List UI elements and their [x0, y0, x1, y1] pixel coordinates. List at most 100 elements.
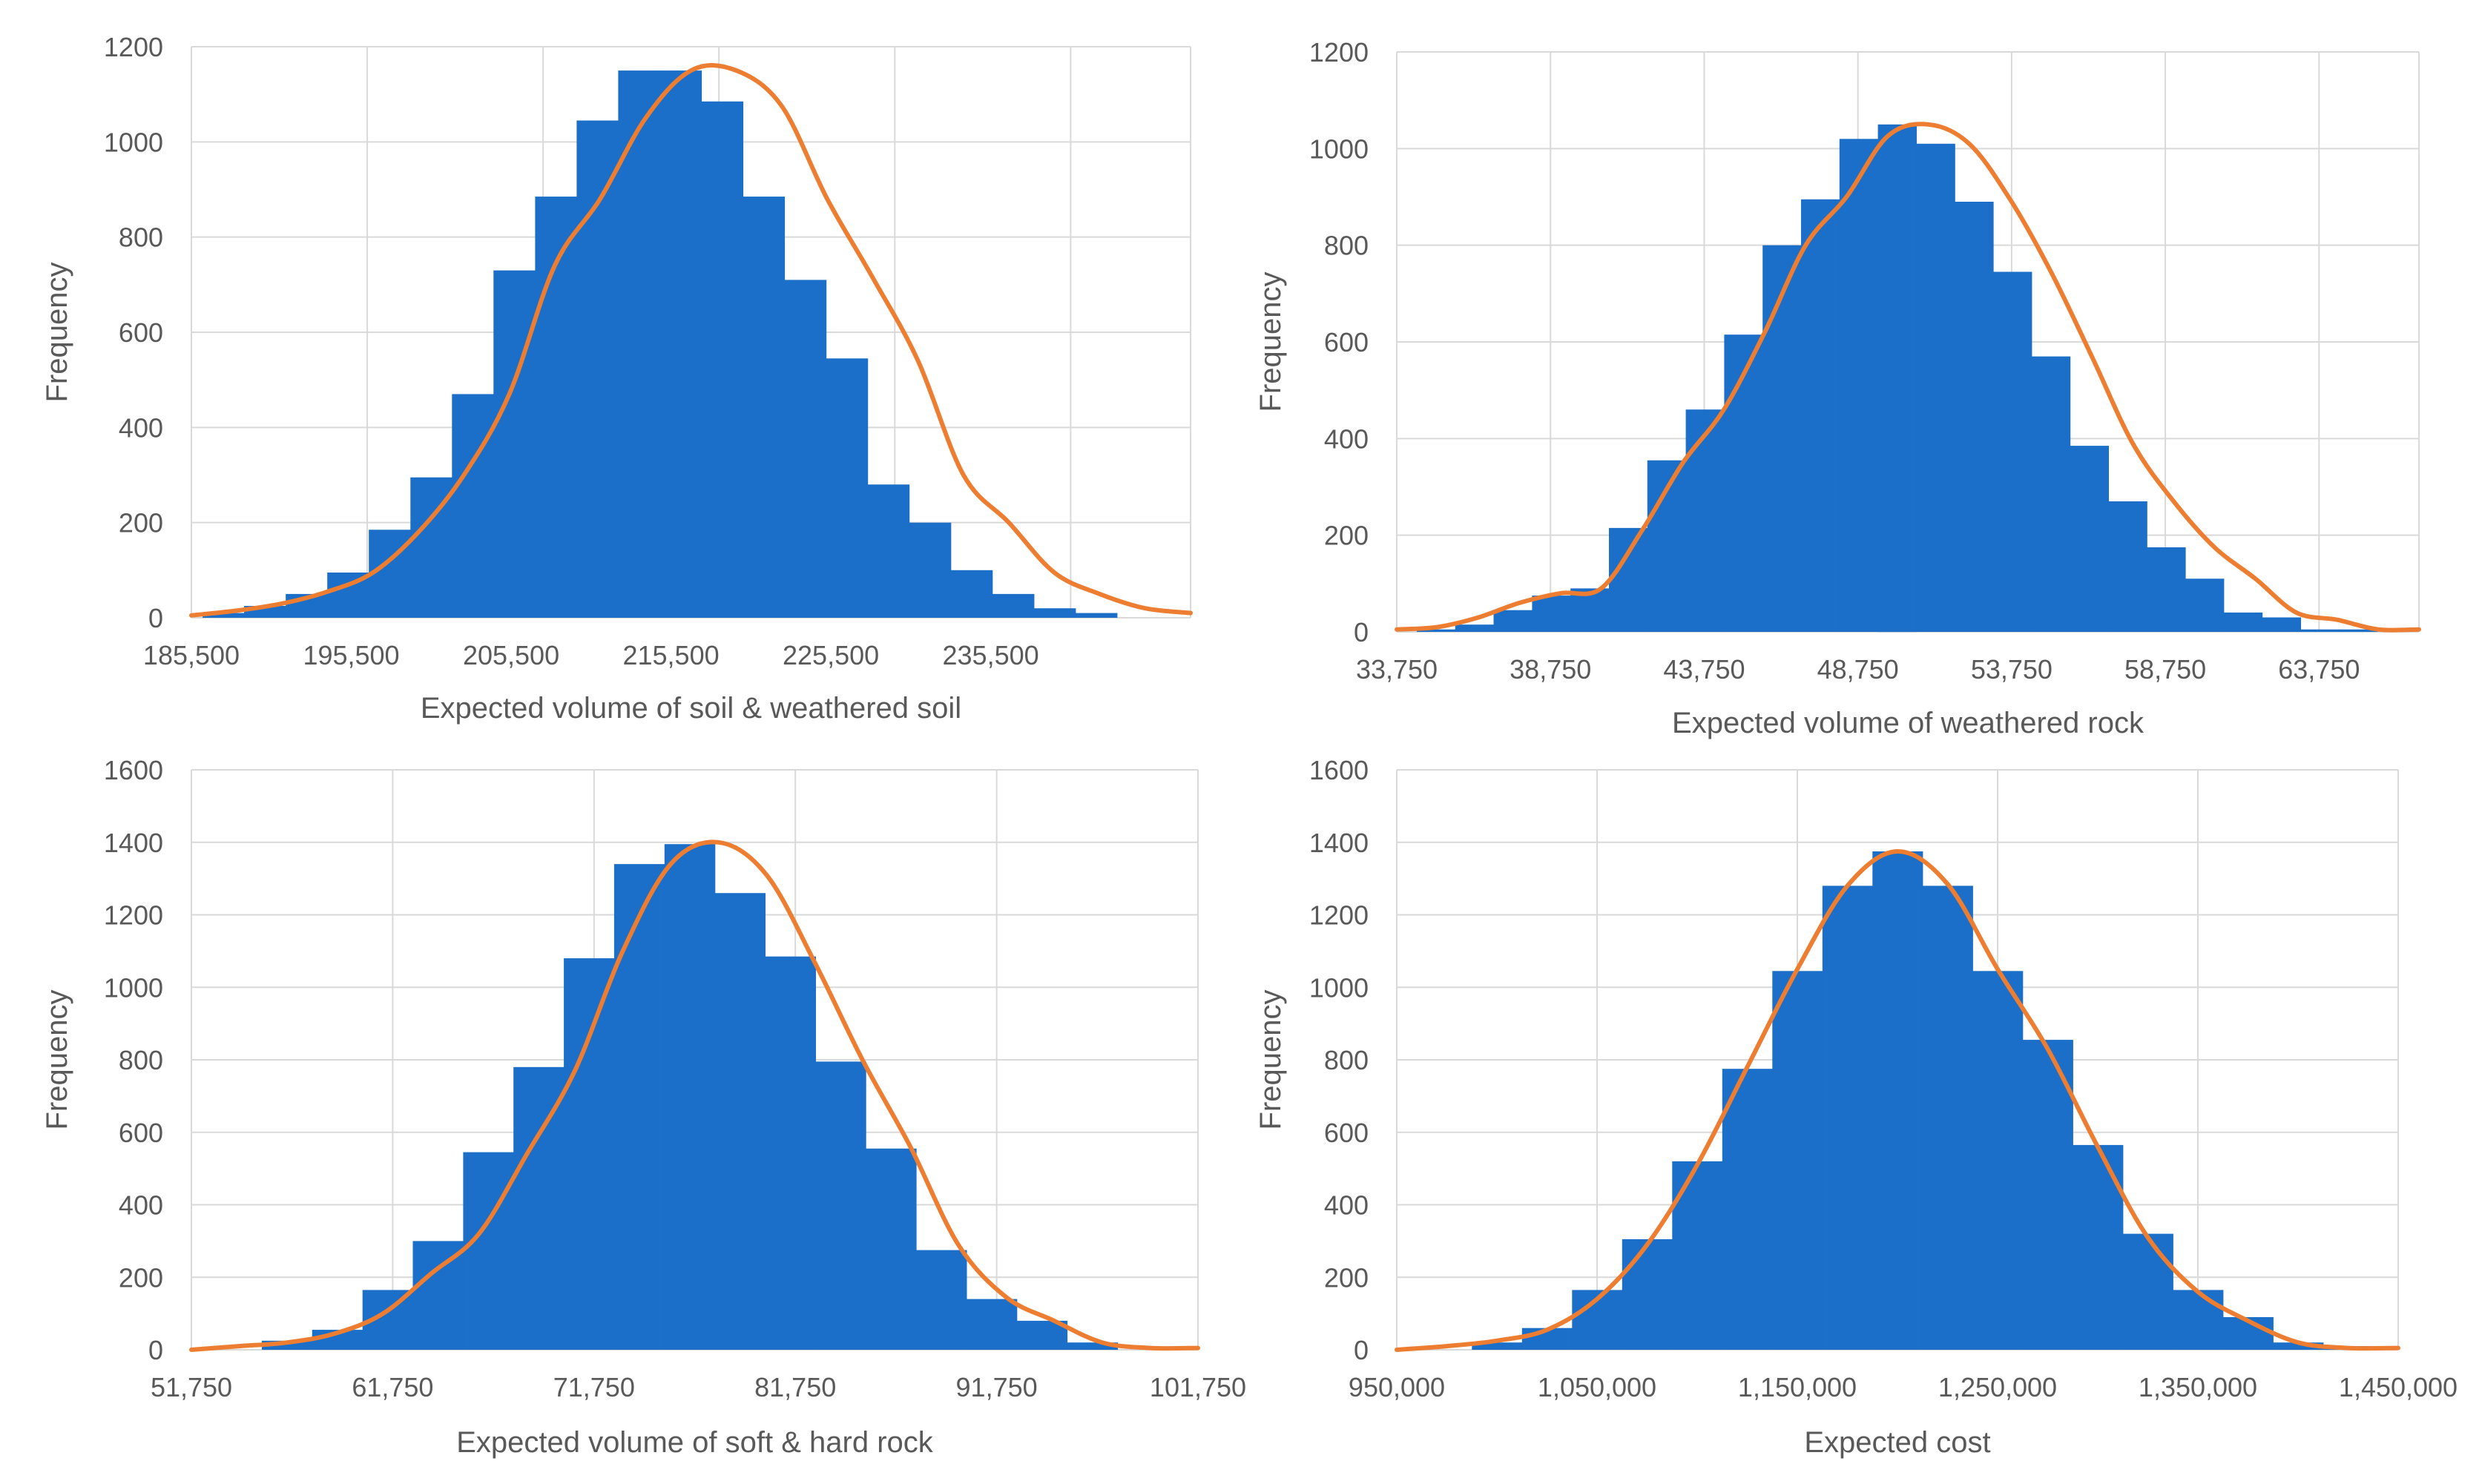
y-tick-label: 800 — [1324, 231, 1369, 261]
histogram-bar — [1772, 971, 1823, 1350]
histogram-bar — [1922, 886, 1973, 1350]
y-tick-label: 600 — [119, 1118, 163, 1148]
y-tick-label: 200 — [1324, 521, 1369, 551]
chart-panel-soft-hard-rock: 0 200 400 600 800 1000 1200 1400 1600 51,750 61,75… — [0, 742, 1246, 1484]
histogram-bar — [2173, 1290, 2224, 1350]
histogram-bar — [2339, 629, 2378, 632]
histogram-bar — [1872, 851, 1923, 1350]
histogram-bar — [1724, 334, 1763, 632]
histogram-bar — [815, 1061, 866, 1350]
x-tick-label: 53,750 — [1971, 654, 2053, 685]
y-tick-label: 1000 — [1309, 972, 1369, 1003]
y-tick-label: 1200 — [1309, 900, 1369, 931]
y-tick-label: 0 — [148, 603, 163, 633]
y-tick-label: 0 — [1354, 1335, 1369, 1365]
y-tick-label: 200 — [1324, 1262, 1369, 1293]
fitted-curve-line — [189, 840, 1200, 1352]
fitted-curve-line — [189, 63, 1193, 618]
x-tick-label: 185,500 — [143, 640, 240, 670]
histogram-bar — [966, 1299, 1018, 1350]
histogram-bar — [743, 197, 786, 619]
x-tick-label: 1,350,000 — [2139, 1372, 2257, 1402]
histogram-bar — [992, 593, 1035, 618]
y-tick-label: 600 — [1324, 1118, 1369, 1148]
histogram-bar — [1822, 886, 1873, 1350]
histogram-bar — [664, 844, 716, 1350]
histogram-bar — [1532, 596, 1571, 632]
x-tick-label: 101,750 — [1150, 1372, 1246, 1402]
histogram-bar — [1722, 1069, 1773, 1350]
histogram-soft-hard-rock: 0 200 400 600 800 1000 1200 1400 1600 51,750 61,75… — [41, 755, 1246, 1459]
histogram-bar — [826, 358, 869, 618]
histogram-bar — [1455, 624, 1495, 632]
histogram-bar — [412, 1241, 464, 1350]
y-tick-label: 0 — [1354, 617, 1369, 647]
histogram-bar — [909, 522, 952, 618]
x-tick-label: 58,750 — [2124, 654, 2206, 685]
y-axis-title: Frequency — [1254, 272, 1287, 412]
x-tick-label: 1,450,000 — [2339, 1372, 2458, 1402]
histogram-bar — [463, 1152, 514, 1350]
histogram-bar — [2122, 1233, 2173, 1350]
x-axis-title: Expected cost — [1804, 1426, 1990, 1459]
histogram-bar — [2147, 547, 2186, 632]
histogram-bar — [2185, 578, 2225, 632]
x-tick-label: 33,750 — [1356, 654, 1438, 685]
x-tick-label: 38,750 — [1510, 654, 1591, 685]
histogram-bar — [576, 120, 619, 618]
histogram-bar — [2262, 617, 2301, 632]
histogram-bar — [564, 958, 615, 1350]
y-tick-label: 1000 — [104, 972, 163, 1003]
x-tick-label: 51,750 — [151, 1372, 232, 1402]
histogram-bar — [1416, 629, 1456, 632]
histogram-bar — [784, 280, 827, 618]
x-tick-label: 215,500 — [622, 640, 719, 670]
y-tick-label: 400 — [119, 412, 163, 443]
x-tick-label: 61,750 — [352, 1372, 433, 1402]
histogram-bar — [1762, 245, 1802, 632]
x-tick-label: 225,500 — [783, 640, 879, 670]
y-tick-label: 600 — [1324, 327, 1369, 357]
x-tick-label: 235,500 — [943, 640, 1039, 670]
y-tick-label: 200 — [119, 508, 163, 538]
x-tick-label: 43,750 — [1663, 654, 1745, 685]
histogram-bar — [659, 70, 702, 619]
y-tick-label: 1400 — [1309, 828, 1369, 858]
histogram-bar — [1472, 1342, 1523, 1350]
histogram-bar — [2022, 1040, 2073, 1350]
histogram-bar — [1839, 139, 1879, 633]
histogram-bar — [2273, 1342, 2324, 1350]
histogram-bar — [203, 613, 245, 618]
histogram-bar — [1609, 527, 1648, 632]
histogram-bar — [701, 101, 744, 619]
histogram-bar — [1993, 271, 2032, 632]
x-tick-label: 1,050,000 — [1538, 1372, 1656, 1402]
y-tick-label: 800 — [119, 222, 163, 253]
x-tick-label: 205,500 — [463, 640, 559, 670]
y-tick-label: 800 — [119, 1045, 163, 1075]
x-tick-label: 71,750 — [553, 1372, 635, 1402]
x-tick-label: 1,150,000 — [1738, 1372, 1857, 1402]
y-tick-label: 0 — [148, 1335, 163, 1365]
histogram-weathered-rock: 0 200 400 600 800 1000 1200 33,750 38,750 43,750 4… — [1254, 37, 2421, 739]
y-tick-label: 1200 — [104, 32, 163, 62]
histogram-bar — [613, 864, 665, 1350]
histogram-bar — [618, 70, 660, 619]
histogram-bar — [916, 1250, 967, 1350]
x-axis-title: Expected volume of soil & weathered soil — [421, 692, 961, 725]
histogram-soil-weathered-soil: 0 200 400 600 800 1000 1200 185,500 195,500 205,5… — [41, 32, 1193, 725]
histogram-bar — [2031, 356, 2071, 632]
x-tick-label: 81,750 — [754, 1372, 836, 1402]
histogram-bar — [1622, 1239, 1673, 1350]
histogram-bar — [765, 956, 816, 1350]
y-tick-label: 1000 — [1309, 133, 1369, 164]
histogram-bar — [1672, 1161, 1723, 1350]
y-tick-label: 1200 — [104, 900, 163, 931]
x-axis-title: Expected volume of weathered rock — [1672, 707, 2144, 739]
histogram-bar — [950, 570, 993, 618]
histogram-bar — [2223, 612, 2263, 632]
histogram-bar — [2070, 446, 2109, 632]
histogram-bar — [1685, 409, 1725, 632]
histogram-bar — [2108, 501, 2147, 632]
fitted-curve-line — [1395, 848, 2400, 1352]
